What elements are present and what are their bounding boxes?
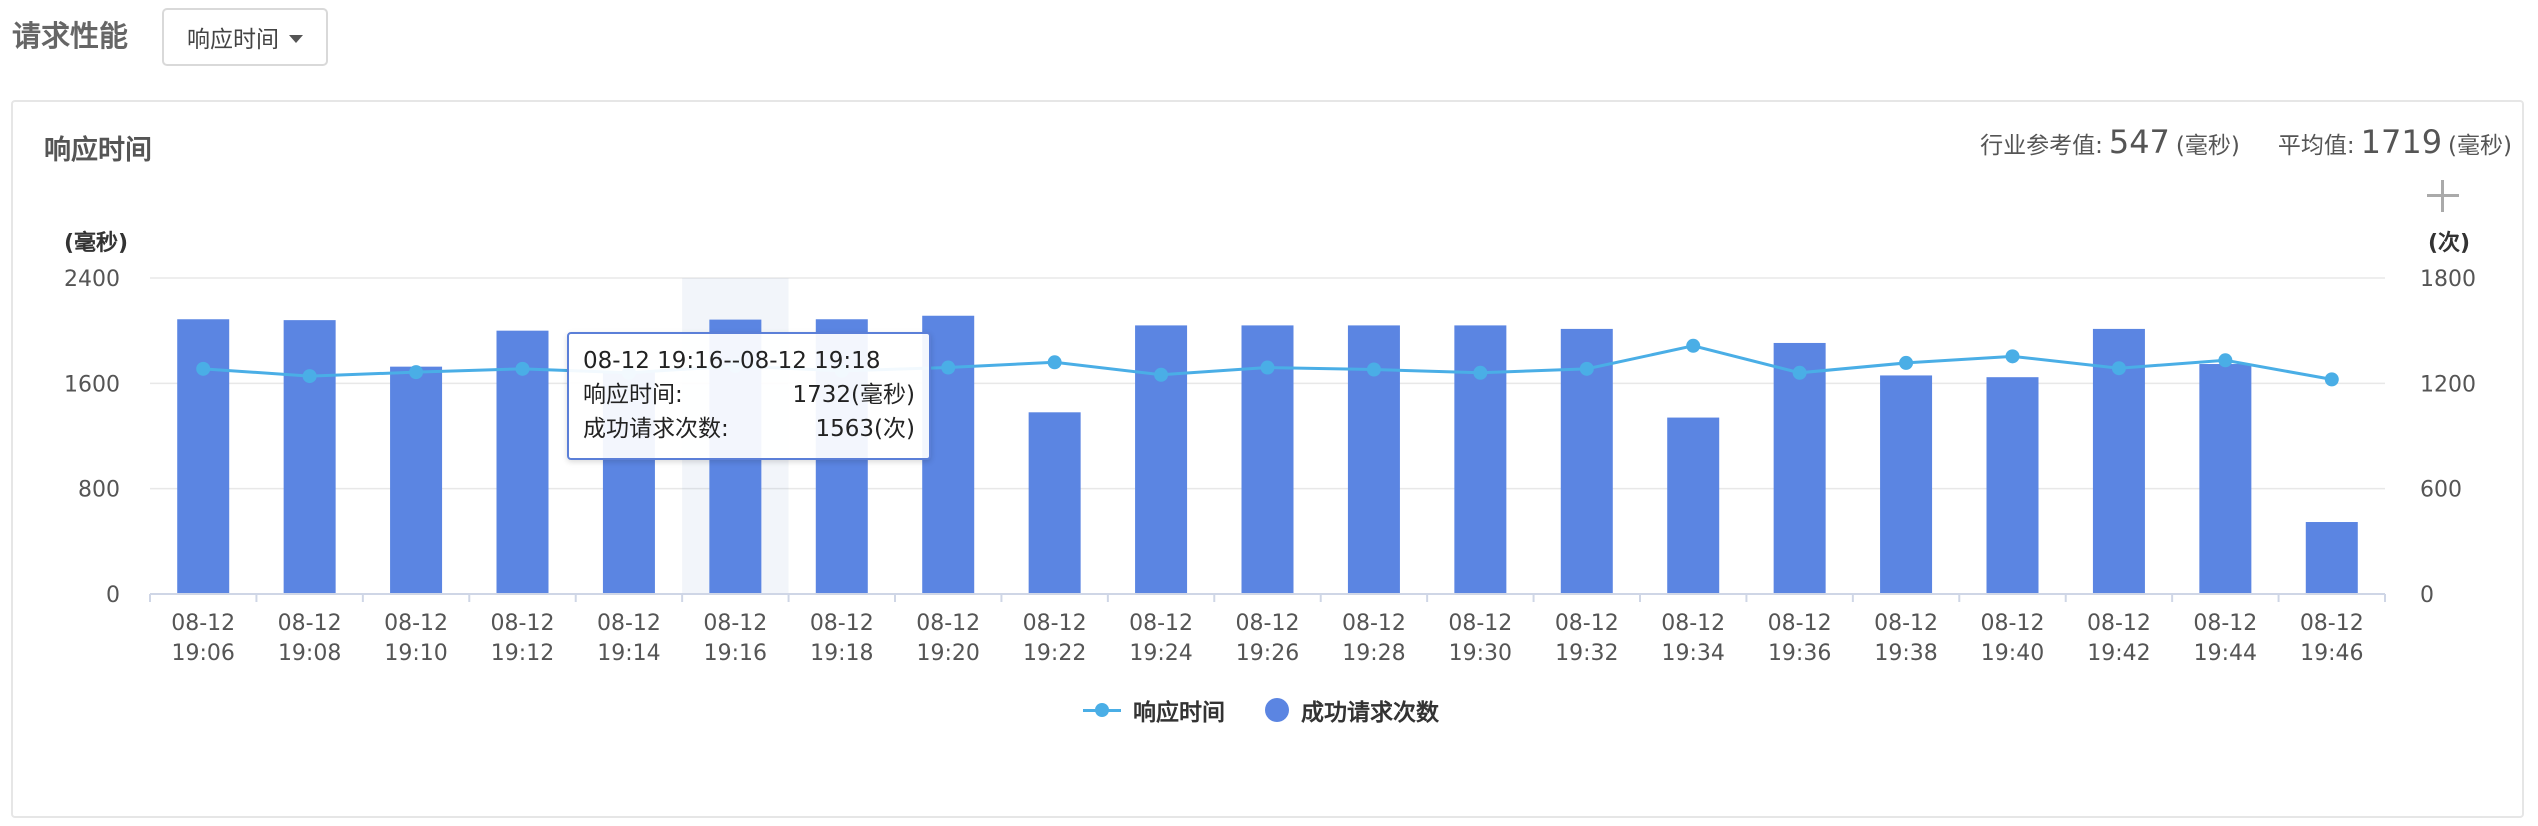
line-point <box>1899 355 1914 370</box>
left-tick-label: 800 <box>78 478 120 503</box>
legend-item-response-time[interactable]: 响应时间 <box>1083 693 1225 727</box>
left-tick-label: 2400 <box>64 267 120 292</box>
x-tick-label: 08-12 19:46 <box>2300 611 2364 666</box>
line-point <box>409 365 424 380</box>
x-tick-label: 08-12 19:24 <box>1129 611 1193 666</box>
line-point <box>1260 360 1275 375</box>
x-tick-label: 08-12 19:12 <box>491 611 555 666</box>
bar <box>1667 417 1720 594</box>
average-label: 平均值: <box>2277 133 2355 159</box>
bar <box>1135 325 1188 594</box>
reference-label: 行业参考值: <box>1980 133 2103 159</box>
average-value: 1719 <box>2360 123 2443 161</box>
tooltip-title: 08-12 19:16--08-12 19:18 <box>583 344 915 378</box>
left-axis-title: (毫秒) <box>64 230 128 256</box>
x-tick-label: 08-12 19:10 <box>384 611 448 666</box>
tooltip-row-requests: 成功请求次数: 1563(次) <box>583 412 915 446</box>
average-unit: (毫秒) <box>2448 133 2512 159</box>
line-point <box>1792 365 1807 380</box>
bar <box>1028 412 1081 594</box>
right-tick-label: 600 <box>2420 478 2462 503</box>
tooltip-response-value: 1732(毫秒) <box>792 382 915 408</box>
right-tick-label: 1800 <box>2420 267 2476 292</box>
tooltip-response-label: 响应时间: <box>583 382 683 408</box>
line-point <box>515 361 530 376</box>
right-axis-title: (次) <box>2428 230 2470 256</box>
line-point <box>1473 365 1488 380</box>
chart-tooltip: 08-12 19:16--08-12 19:18 响应时间: 1732(毫秒) … <box>567 332 931 460</box>
x-tick-label: 08-12 19:44 <box>2193 611 2257 666</box>
line-point <box>302 369 317 384</box>
line-point <box>2324 372 2339 387</box>
line-point <box>2218 353 2233 368</box>
line-series-icon <box>1083 703 1121 717</box>
x-tick-label: 08-12 19:30 <box>1448 611 1512 666</box>
x-tick-label: 08-12 19:08 <box>278 611 342 666</box>
bar <box>1880 375 1933 594</box>
x-tick-label: 08-12 19:22 <box>1023 611 1087 666</box>
reference-unit: (毫秒) <box>2175 133 2240 159</box>
bar-series-icon <box>1265 698 1289 722</box>
bar <box>177 319 230 594</box>
x-tick-label: 08-12 19:16 <box>703 611 767 666</box>
x-tick-label: 08-12 19:38 <box>1874 611 1938 666</box>
line-point <box>2005 349 2020 364</box>
line-point <box>2111 361 2126 376</box>
line-point <box>1579 361 1594 376</box>
panel-title: 响应时间 <box>44 135 152 166</box>
legend-label-response-time: 响应时间 <box>1133 700 1225 726</box>
page-title: 请求性能 <box>12 19 129 53</box>
bar <box>2305 522 2358 594</box>
tooltip-requests-value: 1563(次) <box>815 416 915 442</box>
x-tick-label: 08-12 19:40 <box>1981 611 2045 666</box>
legend-label-success-requests: 成功请求次数 <box>1301 700 1439 726</box>
x-tick-label: 08-12 19:26 <box>1236 611 1300 666</box>
tooltip-title-text: 08-12 19:16--08-12 19:18 <box>583 348 881 374</box>
reference-value: 547 <box>2108 123 2170 161</box>
x-tick-label: 08-12 19:32 <box>1555 611 1619 666</box>
bar <box>1773 342 1826 594</box>
line-point <box>1154 367 1169 382</box>
bar <box>390 366 443 594</box>
plus-icon[interactable] <box>2425 178 2461 214</box>
right-tick-label: 0 <box>2420 583 2434 608</box>
metric-dropdown[interactable]: 响应时间 <box>162 8 328 66</box>
left-tick-label: 0 <box>106 583 120 608</box>
x-tick-label: 08-12 19:20 <box>916 611 980 666</box>
x-tick-label: 08-12 19:42 <box>2087 611 2151 666</box>
x-tick-label: 08-12 19:28 <box>1342 611 1406 666</box>
x-tick-label: 08-12 19:34 <box>1661 611 1725 666</box>
caret-down-icon <box>289 34 303 43</box>
chart-legend: 响应时间 成功请求次数 <box>1083 693 1439 727</box>
stats-summary: 行业参考值: 547 (毫秒) 平均值: 1719 (毫秒) <box>1980 123 2512 161</box>
x-tick-label: 08-12 19:14 <box>597 611 661 666</box>
tooltip-requests-label: 成功请求次数: <box>583 416 729 442</box>
bar <box>283 320 336 594</box>
line-point <box>941 360 956 375</box>
x-tick-label: 08-12 19:06 <box>171 611 235 666</box>
x-tick-label: 08-12 19:18 <box>810 611 874 666</box>
line-point <box>1686 338 1701 353</box>
line-point <box>1366 362 1381 377</box>
right-tick-label: 1200 <box>2420 372 2476 397</box>
tooltip-row-response: 响应时间: 1732(毫秒) <box>583 378 915 412</box>
line-point <box>196 361 211 376</box>
bar <box>1454 325 1507 594</box>
legend-item-success-requests[interactable]: 成功请求次数 <box>1265 693 1439 727</box>
dropdown-label: 响应时间 <box>187 27 279 53</box>
x-tick-label: 08-12 19:36 <box>1768 611 1832 666</box>
bar <box>1986 377 2039 594</box>
left-tick-label: 1600 <box>64 372 120 397</box>
line-point <box>1047 355 1062 370</box>
bar <box>2199 364 2252 594</box>
